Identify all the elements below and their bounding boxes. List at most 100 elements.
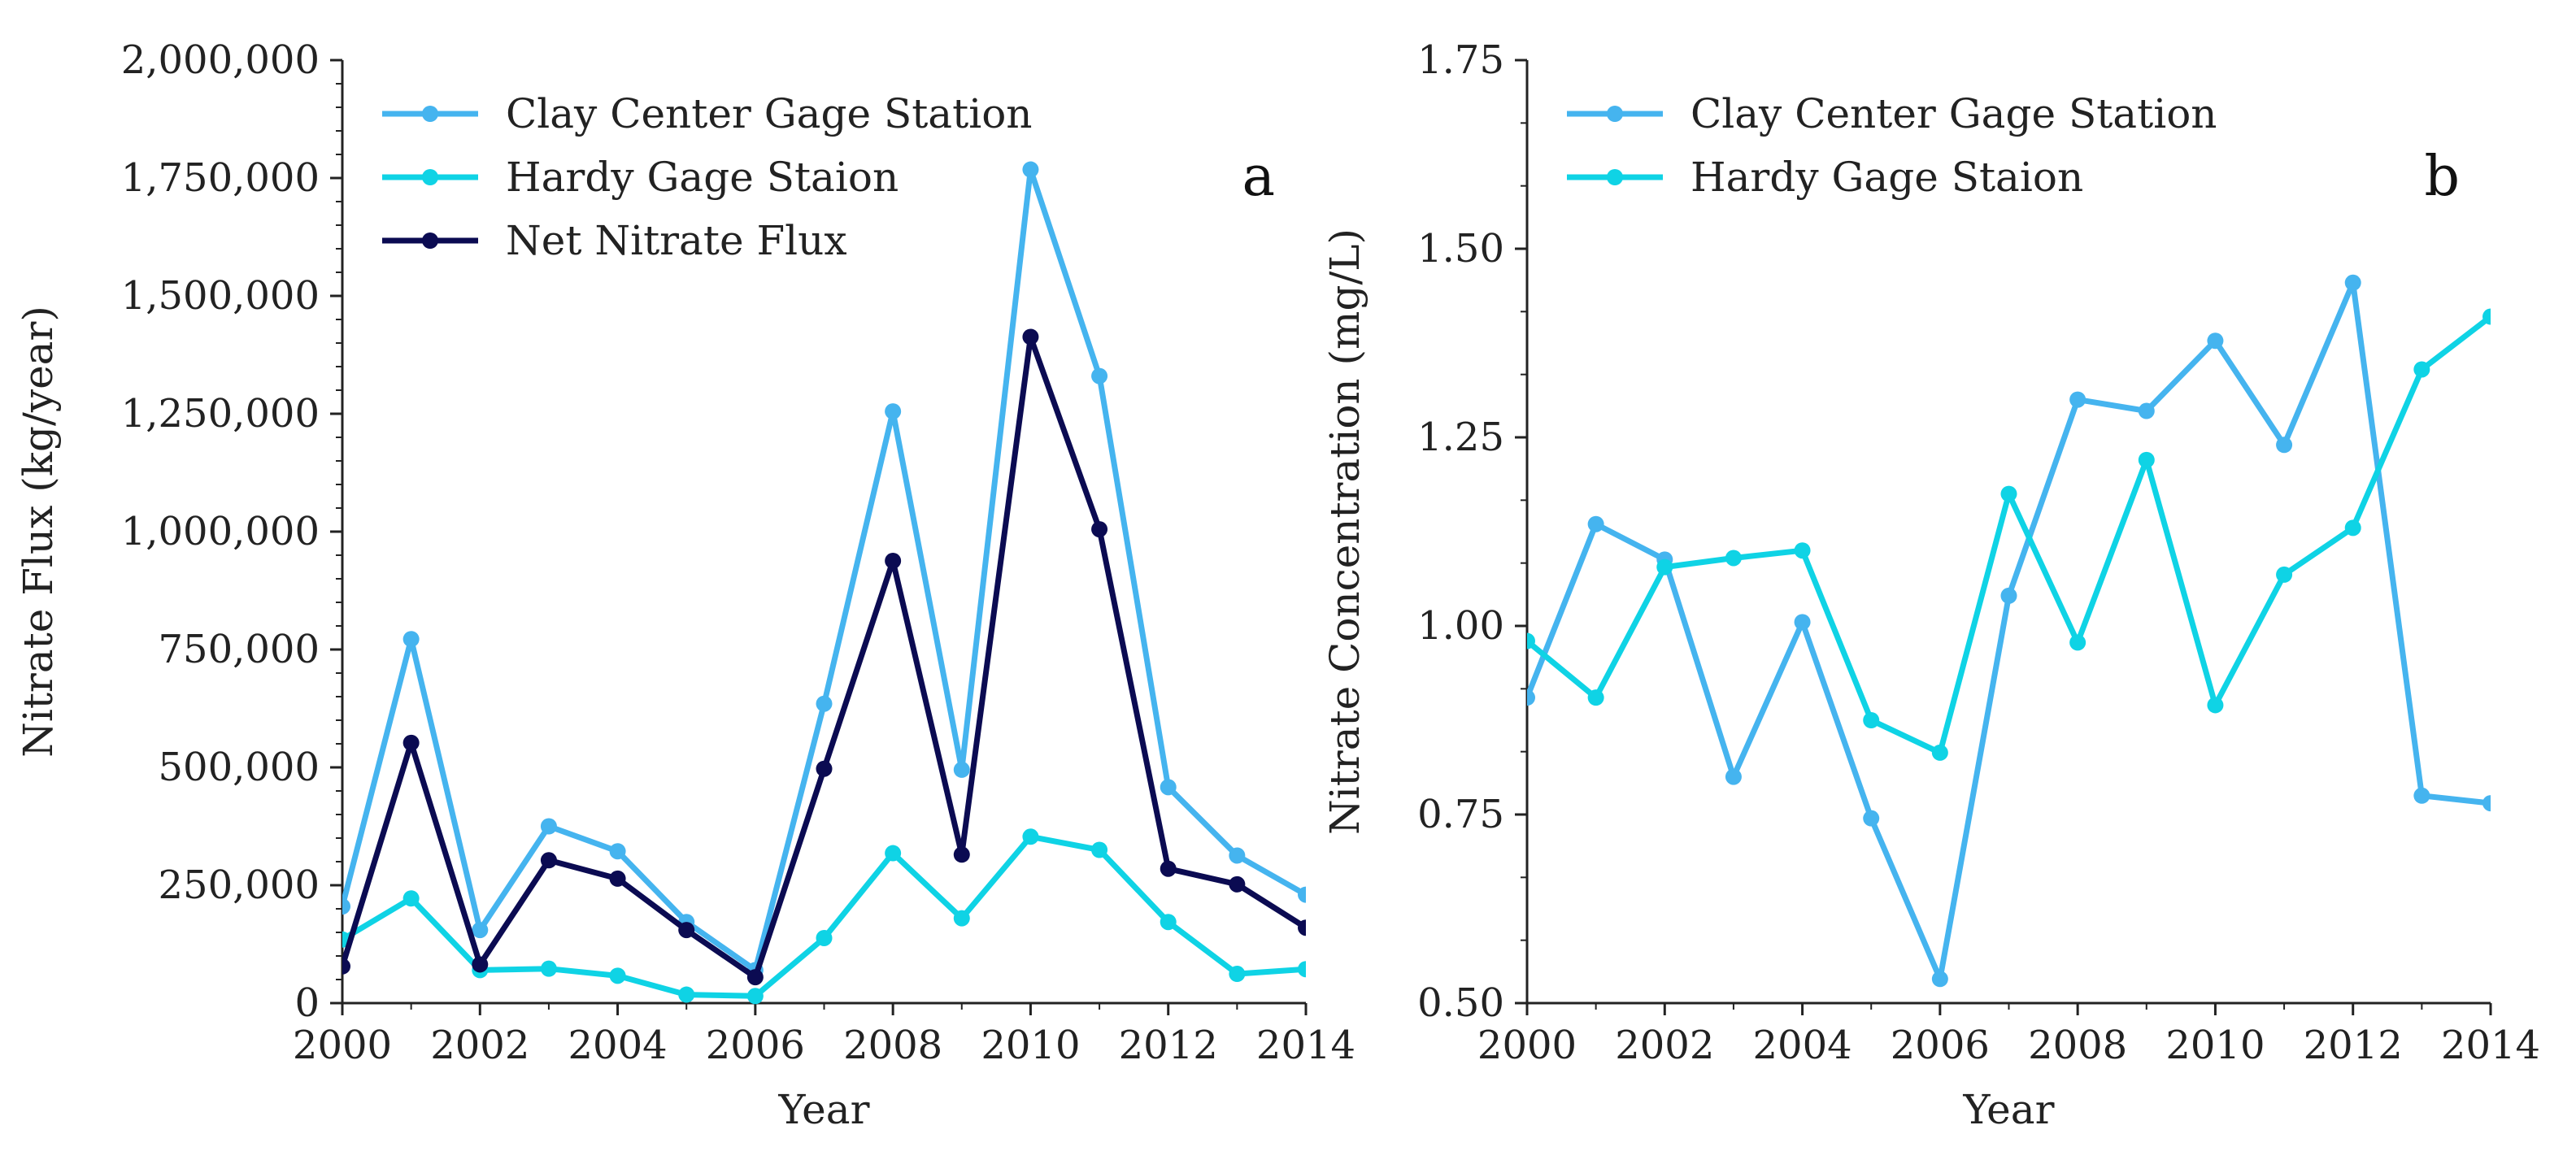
x-tick-label: 2000 (1477, 1023, 1577, 1068)
panel-a: 0 250,000 500,000 750,000 1,000,000 1,250,000… (15, 37, 1355, 1133)
x-tick-label: 2010 (981, 1023, 1080, 1068)
data-point-clay-center-gage-station (1794, 614, 1811, 631)
y-tick-label: 1,000,000 (121, 509, 320, 554)
data-point-clay-center-gage-station (402, 631, 420, 648)
data-point-hardy-gage-staion (1725, 550, 1742, 567)
data-point-hardy-gage-staion (1656, 558, 1673, 576)
data-point-clay-center-gage-station (953, 761, 970, 778)
data-point-hardy-gage-staion (1091, 841, 1108, 858)
legend-marker (422, 232, 438, 249)
data-point-clay-center-gage-station (2276, 437, 2293, 454)
data-point-clay-center-gage-station (1863, 810, 1880, 827)
x-tick-label: 2002 (1615, 1023, 1714, 1068)
x-tick-label: 2010 (2165, 1023, 2265, 1068)
data-point-hardy-gage-staion (1022, 828, 1039, 845)
data-point-net-nitrate-flux (885, 552, 902, 569)
x-tick-label: 2012 (2304, 1023, 2403, 1068)
data-point-hardy-gage-staion (2000, 485, 2017, 502)
data-point-net-nitrate-flux (1160, 860, 1177, 877)
y-tick-label: 500,000 (159, 745, 320, 790)
data-point-net-nitrate-flux (1091, 521, 1108, 538)
data-point-hardy-gage-staion (402, 890, 420, 907)
data-point-hardy-gage-staion (1229, 966, 1246, 983)
data-point-clay-center-gage-station (885, 403, 902, 420)
data-point-hardy-gage-staion (1794, 542, 1811, 559)
y-tick-label: 0 (294, 980, 320, 1026)
y-tick-label: 2,000,000 (121, 37, 320, 83)
data-point-clay-center-gage-station (2138, 402, 2155, 419)
legend-a: Clay Center Gage Station Hardy Gage Staio… (382, 90, 1033, 264)
data-point-hardy-gage-staion (953, 910, 970, 927)
data-point-net-nitrate-flux (678, 922, 695, 939)
y-tick-label: 250,000 (159, 862, 320, 908)
data-point-hardy-gage-staion (885, 845, 902, 862)
data-point-hardy-gage-staion (609, 967, 626, 984)
data-point-clay-center-gage-station (2482, 795, 2491, 812)
data-point-hardy-gage-staion (2276, 566, 2293, 583)
data-point-net-nitrate-flux (609, 870, 626, 887)
x-tick-label: 2006 (1891, 1023, 1990, 1068)
y-tick-label: 1.25 (1417, 415, 1504, 460)
data-point-hardy-gage-staion (2344, 519, 2361, 537)
data-point-clay-center-gage-station (2344, 274, 2361, 291)
x-tick-label: 2014 (2441, 1023, 2540, 1068)
data-point-hardy-gage-staion (1863, 712, 1880, 728)
x-tick-label: 2014 (1256, 1023, 1355, 1068)
legend-marker (422, 106, 438, 122)
series-line-hardy-gage-staion (1527, 314, 2491, 756)
legend-marker (1607, 106, 1623, 122)
data-point-hardy-gage-staion (1527, 632, 1535, 650)
data-point-clay-center-gage-station (1527, 689, 1535, 706)
series-hardy-gage-staion (342, 828, 1306, 1005)
legend-marker (422, 169, 438, 185)
y-tick-label: 1,500,000 (121, 273, 320, 319)
data-point-hardy-gage-staion (816, 929, 833, 946)
data-point-clay-center-gage-station (1022, 161, 1039, 178)
data-point-clay-center-gage-station (540, 818, 557, 835)
data-point-hardy-gage-staion (2482, 308, 2491, 325)
legend-label: Hardy Gage Staion (506, 154, 899, 201)
series-hardy-gage-staion (1527, 308, 2491, 761)
data-point-net-nitrate-flux (1229, 875, 1246, 893)
legend-label: Clay Center Gage Station (506, 90, 1033, 137)
y-tick-label: 1,750,000 (121, 155, 320, 201)
x-tick-label: 2002 (430, 1023, 529, 1068)
data-point-hardy-gage-staion (746, 988, 764, 1005)
data-point-clay-center-gage-station (1229, 847, 1246, 864)
legend-b: Clay Center Gage Station Hardy Gage Staio… (1567, 90, 2217, 201)
data-point-hardy-gage-staion (2413, 361, 2430, 378)
series-line-clay-center-gage-station (1527, 280, 2491, 982)
data-point-hardy-gage-staion (1160, 914, 1177, 931)
data-point-clay-center-gage-station (1091, 367, 1108, 384)
panel-b: 0.50 0.75 1.00 1.25 1.50 1.75 2000 2002 2004 2006… (1321, 37, 2540, 1133)
y-tick-label: 0.75 (1417, 792, 1504, 837)
series-clay-center-gage-station (1527, 274, 2491, 988)
x-axis-label: Year (778, 1086, 870, 1133)
data-point-net-nitrate-flux (342, 958, 350, 975)
data-point-net-nitrate-flux (540, 852, 557, 869)
data-point-clay-center-gage-station (1160, 779, 1177, 796)
x-tick-label: 2000 (293, 1023, 392, 1068)
legend-label: Clay Center Gage Station (1690, 90, 2217, 137)
data-point-hardy-gage-staion (2207, 697, 2224, 714)
data-point-net-nitrate-flux (746, 969, 764, 986)
data-point-hardy-gage-staion (678, 986, 695, 1003)
data-point-hardy-gage-staion (540, 960, 557, 977)
data-point-clay-center-gage-station (609, 843, 626, 860)
x-tick-label: 2004 (568, 1023, 667, 1068)
data-point-net-nitrate-flux (816, 760, 833, 777)
x-tick-label: 2004 (1752, 1023, 1852, 1068)
y-tick-label: 1.00 (1417, 603, 1504, 649)
data-point-hardy-gage-staion (2069, 634, 2086, 651)
series-line-clay-center-gage-station (342, 167, 1306, 973)
x-tick-label: 2012 (1119, 1023, 1218, 1068)
panel-letter: a (1242, 145, 1275, 209)
y-tick-label: 750,000 (159, 627, 320, 672)
series-line-net-nitrate-flux (342, 334, 1306, 980)
y-tick-label: 1.50 (1417, 226, 1504, 272)
data-point-net-nitrate-flux (402, 734, 420, 751)
data-point-hardy-gage-staion (1298, 961, 1306, 978)
legend-label: Net Nitrate Flux (506, 217, 847, 264)
legend-label: Hardy Gage Staion (1690, 154, 2083, 201)
